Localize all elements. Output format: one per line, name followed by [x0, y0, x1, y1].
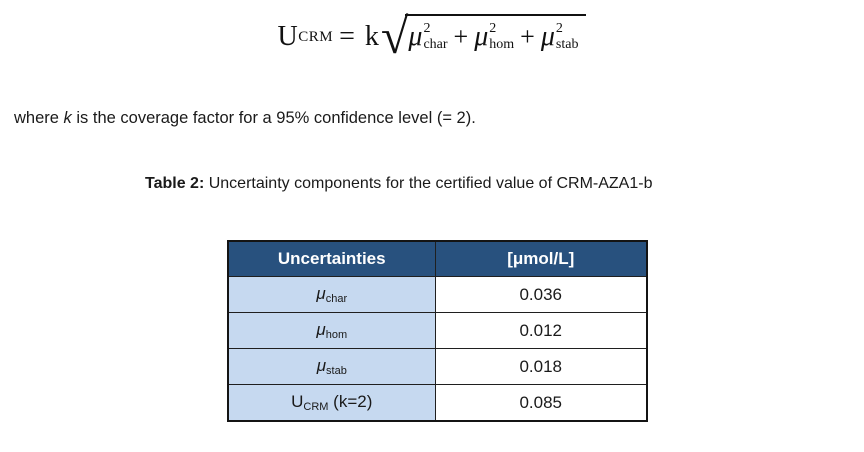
plus-operator: +	[453, 22, 469, 52]
paragraph-text-before: where	[14, 109, 64, 127]
term-char-sup: 2	[423, 21, 431, 36]
k-variable: k	[63, 109, 72, 127]
header-uncertainties: Uncertainties	[227, 240, 436, 277]
label-mu-hom: μhom	[227, 312, 436, 349]
value-mu-char: 0.036	[434, 276, 648, 313]
formula-square-root: √ μ 2 char + μ 2 hom +	[380, 8, 587, 64]
table-caption-text: Uncertainty components for the certified…	[204, 175, 653, 192]
mu-symbol: μ	[316, 320, 326, 339]
uncertainty-formula: U CRM = k √ μ 2 char + μ 2 hom	[0, 6, 864, 68]
table-row-stab: μstab 0.018	[227, 348, 648, 385]
formula-lhs-subscript: CRM	[298, 28, 334, 45]
term-char-scripts: 2 char	[423, 21, 447, 53]
header-unit: [μmol/L]	[434, 240, 648, 277]
mu-symbol: μ	[316, 284, 326, 303]
mu-subscript: stab	[326, 365, 347, 377]
mu-symbol: μ	[316, 356, 327, 375]
table-row-ucrm: UCRM (k=2) 0.085	[227, 384, 648, 422]
u-symbol: U	[291, 392, 304, 411]
plus-operator: +	[520, 22, 535, 52]
term-stab: μ 2 stab	[541, 21, 579, 53]
term-stab-base: μ	[540, 21, 555, 53]
term-stab-scripts: 2 stab	[556, 21, 579, 53]
coverage-factor-paragraph: where k is the coverage factor for a 95%…	[14, 109, 844, 128]
table-row-hom: μhom 0.012	[227, 312, 648, 349]
u-subscript: CRM	[303, 401, 329, 413]
table-row-char: μchar 0.036	[227, 276, 648, 313]
uncertainties-table: Uncertainties [μmol/L] μchar 0.036 μhom …	[227, 240, 648, 422]
uncertainties-table-container: Uncertainties [μmol/L] μchar 0.036 μhom …	[227, 240, 648, 422]
table-caption-label: Table 2:	[145, 175, 205, 192]
term-hom-scripts: 2 hom	[489, 21, 514, 53]
formula-radicand: μ 2 char + μ 2 hom + μ	[405, 14, 587, 53]
term-char-sub: char	[423, 37, 448, 53]
radical-sign: √	[380, 8, 409, 64]
label-mu-char: μchar	[227, 276, 436, 313]
term-hom-sub: hom	[489, 37, 515, 53]
value-mu-stab: 0.018	[434, 348, 648, 385]
term-hom: μ 2 hom	[474, 21, 514, 53]
paragraph-text-after: is the coverage factor for a 95% confide…	[71, 109, 476, 127]
term-char: μ 2 char	[408, 21, 447, 53]
formula-coverage-factor: k	[364, 21, 379, 52]
term-char-base: μ	[408, 21, 423, 53]
term-stab-sup: 2	[555, 21, 563, 36]
term-stab-sub: stab	[555, 37, 579, 53]
ucrm-suffix: (k=2)	[328, 392, 373, 411]
term-hom-base: μ	[474, 21, 489, 53]
term-hom-sup: 2	[489, 21, 497, 36]
label-mu-stab: μstab	[227, 348, 436, 385]
table-header-row: Uncertainties [μmol/L]	[227, 240, 648, 277]
value-mu-hom: 0.012	[434, 312, 648, 349]
mu-subscript: hom	[325, 329, 348, 341]
table-caption: Table 2: Uncertainty components for the …	[145, 175, 845, 193]
label-ucrm: UCRM (k=2)	[227, 384, 436, 422]
value-ucrm: 0.085	[434, 384, 648, 422]
formula-equals: =	[339, 21, 355, 52]
formula-lhs: U	[277, 21, 299, 52]
mu-subscript: char	[325, 293, 348, 305]
